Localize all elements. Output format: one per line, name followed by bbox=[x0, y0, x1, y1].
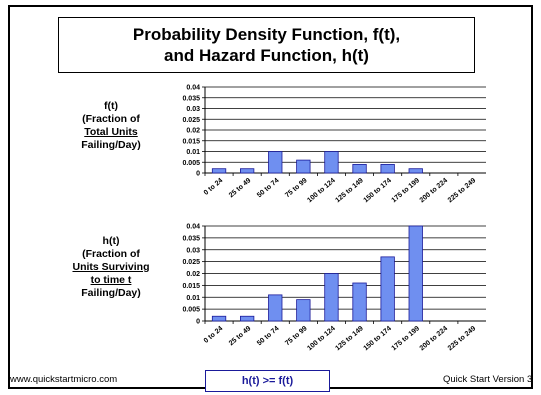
f-bar bbox=[296, 159, 311, 174]
footer-website: www.quickstartmicro.com bbox=[10, 374, 118, 385]
f-label-line-3: Total Units bbox=[84, 126, 138, 138]
f-label-line-4: Failing/Day) bbox=[81, 139, 141, 151]
h-label-line-2: (Fraction of bbox=[82, 248, 140, 260]
h-bar bbox=[240, 315, 255, 322]
f-bar bbox=[268, 151, 283, 174]
h-bar bbox=[211, 315, 227, 322]
h-category-label: 200 to 224 bbox=[419, 325, 450, 352]
h-ytick-label: 0.025 bbox=[182, 259, 200, 266]
h-bar bbox=[352, 282, 367, 322]
f-ytick-label: 0.005 bbox=[182, 160, 200, 167]
f-ytick-label: 0.015 bbox=[182, 138, 200, 145]
h-category-label: 150 to 174 bbox=[362, 325, 393, 352]
footer-version: Quick Start Version 3 bbox=[443, 374, 533, 385]
f-ytick-label: 0.02 bbox=[186, 128, 200, 135]
f-axis-label: f(t) (Fraction of Total Units Failing/Da… bbox=[66, 100, 156, 152]
title-box: Probability Density Function, f(t), and … bbox=[58, 17, 475, 73]
title-line-2: and Hazard Function, h(t) bbox=[164, 46, 369, 65]
h-category-label: 0 to 24 bbox=[203, 325, 225, 345]
h-ytick-label: 0.015 bbox=[182, 283, 200, 290]
f-ytick-label: 0.03 bbox=[186, 106, 200, 113]
h-category-label: 50 to 74 bbox=[256, 325, 281, 347]
h-ytick-label: 0.035 bbox=[182, 235, 200, 242]
h-ytick-label: 0.005 bbox=[182, 307, 200, 314]
h-label-line-3: Units Surviving bbox=[72, 261, 150, 273]
f-ytick-label: 0.035 bbox=[182, 95, 200, 102]
title-line-1: Probability Density Function, f(t), bbox=[132, 25, 401, 44]
f-bar bbox=[408, 168, 423, 174]
f-ytick-label: 0 bbox=[196, 171, 200, 178]
h-category-label: 125 to 149 bbox=[334, 325, 365, 352]
f-bar bbox=[324, 151, 339, 174]
h-label-line-4: to time t bbox=[90, 274, 132, 286]
h-bar bbox=[380, 256, 395, 322]
h-ytick-label: 0.01 bbox=[186, 295, 200, 302]
h-bar bbox=[268, 294, 283, 322]
h-bar bbox=[324, 273, 339, 322]
h-ytick-label: 0.03 bbox=[186, 247, 200, 254]
f-label-line-2: (Fraction of bbox=[82, 113, 140, 125]
h-category-label: 75 to 99 bbox=[284, 325, 309, 347]
h-label-line-1: h(t) bbox=[102, 235, 120, 247]
f-ytick-label: 0.01 bbox=[186, 149, 200, 156]
f-bar bbox=[352, 163, 367, 174]
h-ytick-label: 0 bbox=[196, 319, 200, 326]
h-ytick-label: 0.02 bbox=[186, 271, 200, 278]
h-category-label: 225 to 249 bbox=[447, 325, 478, 352]
h-bar bbox=[408, 225, 423, 322]
h-category-label: 25 to 49 bbox=[228, 325, 253, 347]
h-label-line-5: Failing/Day) bbox=[81, 287, 141, 299]
f-bar bbox=[211, 168, 227, 174]
f-ytick-label: 0.04 bbox=[186, 85, 200, 92]
h-category-label: 175 to 199 bbox=[391, 325, 422, 352]
f-bar bbox=[240, 168, 255, 174]
f-label-line-1: f(t) bbox=[104, 100, 118, 112]
h-bar bbox=[296, 299, 311, 322]
f-bar bbox=[380, 163, 395, 174]
note-box: h(t) >= f(t) bbox=[205, 370, 330, 392]
h-ytick-label: 0.04 bbox=[186, 224, 200, 231]
f-ytick-label: 0.025 bbox=[182, 117, 200, 124]
h-axis-label: h(t) (Fraction of Units Surviving to tim… bbox=[62, 235, 160, 300]
h-category-label: 100 to 124 bbox=[306, 325, 337, 352]
